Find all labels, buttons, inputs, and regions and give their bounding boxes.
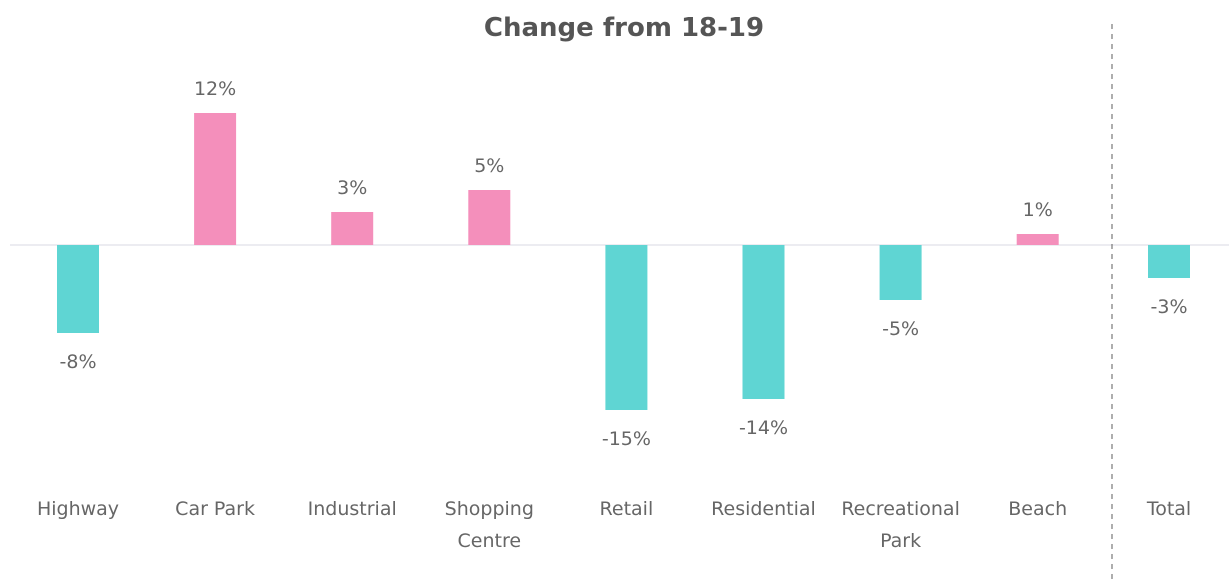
bars-group: [57, 113, 1190, 410]
bar-shopping-centre: [468, 190, 511, 245]
category-label-recreational-park: Recreational Park: [841, 498, 960, 552]
bar-highway: [57, 245, 99, 333]
bar-recreational-park: [879, 245, 922, 300]
bar-car-park: [194, 113, 237, 245]
data-label-car-park: 12%: [194, 78, 236, 100]
category-label-highway: Highway: [37, 498, 119, 520]
category-label-line: Highway: [37, 498, 119, 520]
bar-industrial: [331, 212, 374, 245]
data-label-residential: -14%: [739, 417, 788, 439]
bar-retail: [605, 245, 648, 410]
data-label-highway: -8%: [60, 351, 97, 373]
data-label-beach: 1%: [1023, 199, 1053, 221]
category-label-line: Car Park: [175, 498, 255, 520]
data-label-retail: -15%: [602, 428, 651, 450]
data-label-industrial: 3%: [337, 177, 367, 199]
category-label-shopping-centre: Shopping Centre: [445, 498, 534, 552]
category-label-line: Total: [1146, 498, 1191, 520]
category-label-line: Residential: [711, 498, 816, 520]
category-label-retail: Retail: [600, 498, 654, 520]
category-label-line: Centre: [458, 530, 522, 552]
category-label-beach: Beach: [1008, 498, 1067, 520]
category-labels-group: Highway Car Park Industrial Shopping Centre R…: [37, 498, 1191, 552]
category-label-residential: Residential: [711, 498, 816, 520]
data-label-total: -3%: [1151, 296, 1188, 318]
category-label-car-park: Car Park: [175, 498, 255, 520]
category-label-line: Retail: [600, 498, 654, 520]
bar-residential: [742, 245, 785, 399]
data-label-shopping-centre: 5%: [474, 155, 504, 177]
category-label-total: Total: [1146, 498, 1191, 520]
category-label-industrial: Industrial: [308, 498, 397, 520]
category-label-line: Beach: [1008, 498, 1067, 520]
data-labels-group: -8% 12% 3% 5% -15% -14% -5% 1% -3%: [60, 78, 1188, 450]
data-label-recreational-park: -5%: [882, 318, 919, 340]
bar-total: [1148, 245, 1190, 278]
category-label-line: Recreational: [841, 498, 960, 520]
chart-title: Change from 18-19: [484, 13, 764, 43]
category-label-line: Industrial: [308, 498, 397, 520]
category-label-line: Park: [880, 530, 921, 552]
bar-beach: [1016, 234, 1059, 245]
category-label-line: Shopping: [445, 498, 534, 520]
